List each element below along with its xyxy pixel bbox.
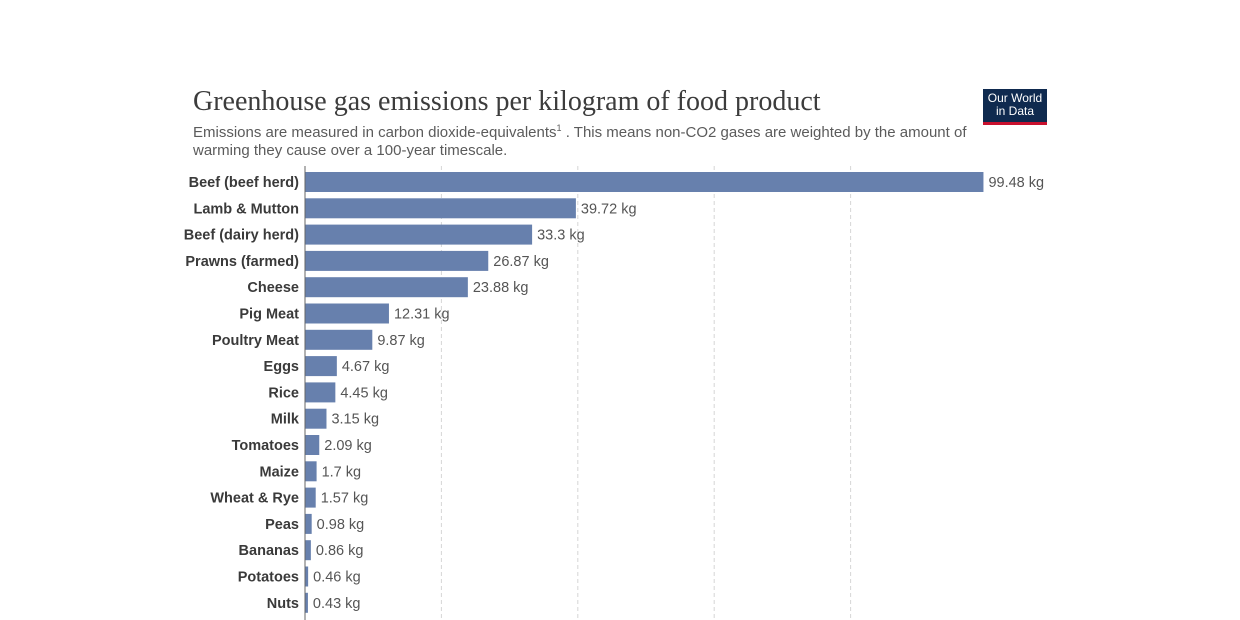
value-label: 9.87 kg — [377, 333, 425, 349]
category-label: Rice — [268, 385, 299, 401]
value-label: 4.45 kg — [340, 385, 388, 401]
subtitle-text: Emissions are measured in carbon dioxide… — [193, 124, 557, 141]
category-label: Bananas — [239, 543, 299, 559]
category-label: Beef (dairy herd) — [184, 228, 299, 244]
bars — [305, 172, 984, 613]
bar-11[interactable] — [305, 461, 317, 482]
bar-7[interactable] — [305, 356, 337, 377]
category-label: Lamb & Mutton — [193, 201, 299, 217]
bar-12[interactable] — [305, 487, 316, 508]
bar-5[interactable] — [305, 303, 389, 324]
value-label: 3.15 kg — [331, 412, 379, 428]
value-label: 1.57 kg — [321, 491, 369, 507]
value-label: 0.46 kg — [313, 570, 361, 586]
category-label: Poultry Meat — [212, 333, 299, 349]
chart-title: Greenhouse gas emissions per kilogram of… — [193, 86, 821, 117]
category-labels: Beef (beef herd) Lamb & Mutton Beef (dairy… — [184, 175, 300, 612]
bar-10[interactable] — [305, 435, 320, 455]
bar-0[interactable] — [305, 172, 984, 192]
footnote-mark[interactable]: 1 — [556, 123, 562, 133]
category-label: Potatoes — [238, 570, 299, 586]
bar-16[interactable] — [305, 592, 308, 613]
owid-logo[interactable]: Our World in Data — [983, 89, 1047, 125]
bar-4[interactable] — [305, 277, 468, 298]
category-label: Wheat & Rye — [210, 491, 299, 507]
value-label: 0.86 kg — [316, 543, 364, 559]
value-label: 26.87 kg — [493, 254, 549, 270]
value-label: 1.7 kg — [322, 464, 362, 480]
value-label: 4.67 kg — [342, 359, 390, 375]
bar-8[interactable] — [305, 382, 336, 403]
chart-subtitle: Emissions are measured in carbon dioxide… — [193, 119, 983, 160]
bar-14[interactable] — [305, 540, 311, 561]
value-label: 12.31 kg — [394, 307, 450, 323]
bar-3[interactable] — [305, 250, 489, 271]
logo-line-1: Our World — [987, 91, 1043, 105]
category-label: Cheese — [247, 280, 299, 296]
bar-2[interactable] — [305, 224, 533, 245]
category-label: Nuts — [267, 596, 299, 612]
value-labels: 99.48 kg 39.72 kg 33.3 kg 26.87 kg 23.88 kg 1… — [313, 175, 1044, 612]
bar-15[interactable] — [305, 566, 309, 587]
bar-1[interactable] — [305, 198, 576, 219]
category-label: Pig Meat — [239, 307, 299, 323]
category-label: Beef (beef herd) — [189, 175, 300, 191]
value-label: 2.09 kg — [324, 438, 372, 454]
value-label: 99.48 kg — [988, 175, 1044, 191]
value-label: 0.43 kg — [313, 596, 361, 612]
subtitle-text-continued: . This means non-CO2 gases are weighted … — [193, 124, 967, 159]
bar-13[interactable] — [305, 513, 312, 534]
value-label: 23.88 kg — [473, 280, 529, 296]
category-label: Eggs — [264, 359, 299, 375]
category-label: Prawns (farmed) — [185, 254, 299, 270]
value-label: 39.72 kg — [581, 201, 637, 217]
category-label: Maize — [260, 464, 300, 480]
category-label: Peas — [265, 517, 299, 533]
category-label: Tomatoes — [232, 438, 299, 454]
bar-6[interactable] — [305, 329, 373, 350]
logo-line-2: in Data — [995, 104, 1035, 118]
gridlines — [440, 166, 852, 620]
value-label: 0.98 kg — [317, 517, 365, 533]
category-label: Milk — [271, 412, 300, 428]
bar-9[interactable] — [305, 408, 327, 429]
value-label: 33.3 kg — [537, 228, 585, 244]
